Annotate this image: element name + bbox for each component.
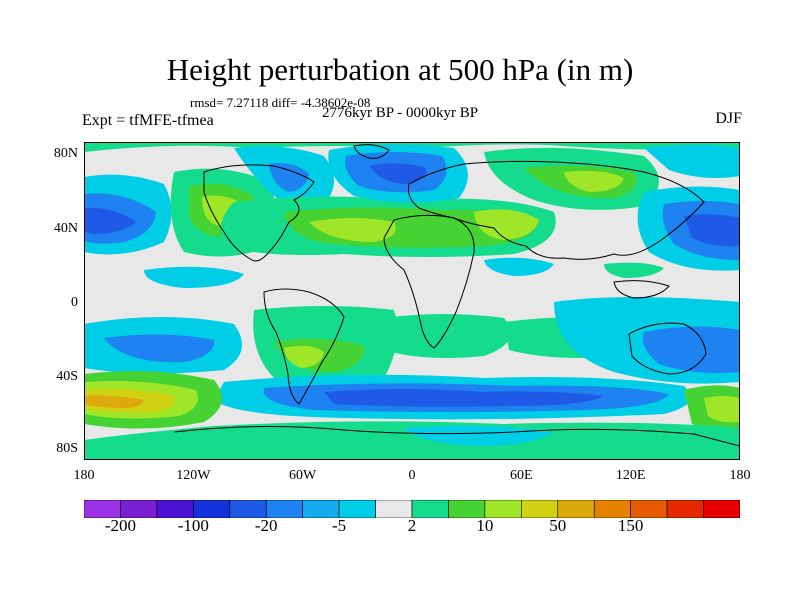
coastlines [173,144,740,447]
longitude-tick-label: 60W [289,468,317,483]
map-title: Height perturbation at 500 hPa (in m) [166,52,634,87]
longitude-tick-label: 180 [729,468,751,483]
region-fill [484,257,554,276]
region-fill [644,145,740,178]
latitude-tick-label: 80N [53,146,78,161]
latitude-tick-label: 80S [56,441,78,456]
region-fill [84,395,144,408]
color-legend-label: -20 [254,516,278,535]
longitude-tick-label: 180 [73,468,95,483]
map-frame [84,142,740,460]
region-fill [309,218,396,242]
coastline-africa [383,214,475,349]
region-fill [564,170,624,192]
height-perturbation-map [84,142,740,460]
experiment-label: Expt = tfMFE-tfmea [82,112,214,129]
region-fill [284,345,324,368]
region-fill [604,262,664,278]
region-fill [384,314,511,358]
latitude-tick-label: 0 [71,295,78,310]
coastline-greenland [353,144,390,159]
region-fill [404,425,554,446]
latitude-tick-label: 40S [56,369,78,384]
coastline-australia [628,322,707,375]
longitude-tick-label: 120E [615,468,646,483]
region-fill [643,326,740,373]
color-legend-label: -5 [332,516,347,535]
longitude-tick-label: 0 [408,468,416,483]
rmsd-stats: rmsd= 7.27118 diff= -4.38602e-08 [190,95,371,110]
region-fill [474,209,539,240]
region-fill [684,214,740,247]
region-fill [84,207,136,234]
color-legend-label: -100 [177,516,209,535]
region-fill [324,389,604,407]
longitude-tick-label: 60E [510,468,533,483]
color-legend [84,500,740,518]
color-legend-label: 2 [407,516,417,535]
color-legend-swatch [666,500,704,518]
color-legend-swatch [703,500,740,518]
coastline-north-america [203,164,315,262]
region-fill [104,334,215,363]
region-fill [84,421,740,460]
color-legend-label: 150 [617,516,644,535]
contour-field [84,142,740,460]
season-label: DJF [715,110,742,127]
coastline-south-america [263,288,345,405]
color-legend-label: 50 [549,516,567,535]
region-fill [144,266,244,288]
region-fill [269,163,309,192]
region-fill [369,163,427,184]
coastline-antarctica [173,425,740,447]
coastline-maritime-continent [613,280,670,299]
color-legend-label: -200 [104,516,137,535]
region-fill [704,396,740,423]
latitude-tick-label: 40N [53,221,78,236]
color-legend-label: 10 [476,516,494,535]
period-label: 2776kyr BP - 0000kyr BP [322,105,479,121]
longitude-tick-label: 120W [176,468,211,483]
